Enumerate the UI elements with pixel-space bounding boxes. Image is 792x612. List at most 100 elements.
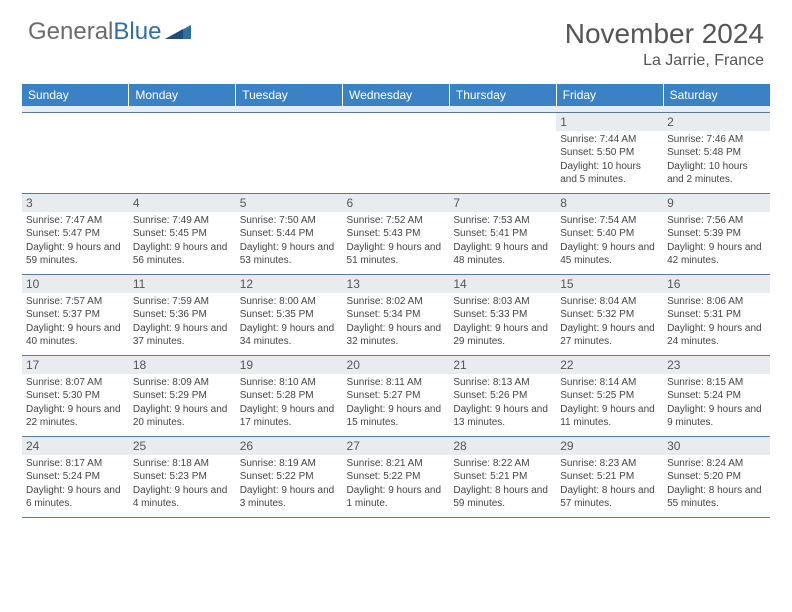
logo-icon bbox=[165, 18, 191, 46]
day-number: 27 bbox=[343, 437, 450, 455]
calendar-day-cell: 4Sunrise: 7:49 AMSunset: 5:45 PMDaylight… bbox=[129, 193, 236, 274]
calendar-day-cell: 3Sunrise: 7:47 AMSunset: 5:47 PMDaylight… bbox=[22, 193, 129, 274]
daylight-text: Daylight: 9 hours and 13 minutes. bbox=[453, 403, 552, 430]
sunrise-text: Sunrise: 7:44 AM bbox=[560, 133, 659, 147]
sunset-text: Sunset: 5:20 PM bbox=[667, 470, 766, 484]
sunset-text: Sunset: 5:24 PM bbox=[667, 389, 766, 403]
sunset-text: Sunset: 5:39 PM bbox=[667, 227, 766, 241]
day-content: Sunrise: 8:15 AMSunset: 5:24 PMDaylight:… bbox=[663, 374, 770, 436]
daylight-text: Daylight: 10 hours and 5 minutes. bbox=[560, 160, 659, 187]
day-content: Sunrise: 8:19 AMSunset: 5:22 PMDaylight:… bbox=[236, 455, 343, 517]
sunset-text: Sunset: 5:44 PM bbox=[240, 227, 339, 241]
calendar-day-cell: 22Sunrise: 8:14 AMSunset: 5:25 PMDayligh… bbox=[556, 355, 663, 436]
calendar-day-cell: 29Sunrise: 8:23 AMSunset: 5:21 PMDayligh… bbox=[556, 436, 663, 517]
sunset-text: Sunset: 5:40 PM bbox=[560, 227, 659, 241]
day-number: 4 bbox=[129, 194, 236, 212]
sunset-text: Sunset: 5:48 PM bbox=[667, 146, 766, 160]
daylight-text: Daylight: 9 hours and 34 minutes. bbox=[240, 322, 339, 349]
day-content: Sunrise: 7:46 AMSunset: 5:48 PMDaylight:… bbox=[663, 131, 770, 193]
calendar-day-cell: 17Sunrise: 8:07 AMSunset: 5:30 PMDayligh… bbox=[22, 355, 129, 436]
sunset-text: Sunset: 5:25 PM bbox=[560, 389, 659, 403]
calendar-day-cell: 26Sunrise: 8:19 AMSunset: 5:22 PMDayligh… bbox=[236, 436, 343, 517]
day-number: 10 bbox=[22, 275, 129, 293]
sunrise-text: Sunrise: 7:52 AM bbox=[347, 214, 446, 228]
sunset-text: Sunset: 5:32 PM bbox=[560, 308, 659, 322]
sunrise-text: Sunrise: 8:04 AM bbox=[560, 295, 659, 309]
calendar-week-row: 24Sunrise: 8:17 AMSunset: 5:24 PMDayligh… bbox=[22, 436, 770, 517]
daylight-text: Daylight: 9 hours and 53 minutes. bbox=[240, 241, 339, 268]
day-number: 7 bbox=[449, 194, 556, 212]
weekday-header: Friday bbox=[556, 84, 663, 106]
day-content: Sunrise: 8:09 AMSunset: 5:29 PMDaylight:… bbox=[129, 374, 236, 436]
weekday-header: Sunday bbox=[22, 84, 129, 106]
day-content: Sunrise: 8:21 AMSunset: 5:22 PMDaylight:… bbox=[343, 455, 450, 517]
sunrise-text: Sunrise: 7:53 AM bbox=[453, 214, 552, 228]
title-block: November 2024 La Jarrie, France bbox=[565, 18, 764, 70]
calendar-day-cell: 19Sunrise: 8:10 AMSunset: 5:28 PMDayligh… bbox=[236, 355, 343, 436]
calendar-day-cell: 16Sunrise: 8:06 AMSunset: 5:31 PMDayligh… bbox=[663, 274, 770, 355]
sunrise-text: Sunrise: 8:15 AM bbox=[667, 376, 766, 390]
sunset-text: Sunset: 5:22 PM bbox=[240, 470, 339, 484]
calendar-day-cell: 15Sunrise: 8:04 AMSunset: 5:32 PMDayligh… bbox=[556, 274, 663, 355]
sunset-text: Sunset: 5:24 PM bbox=[26, 470, 125, 484]
sunrise-text: Sunrise: 8:19 AM bbox=[240, 457, 339, 471]
sunrise-text: Sunrise: 7:46 AM bbox=[667, 133, 766, 147]
daylight-text: Daylight: 9 hours and 40 minutes. bbox=[26, 322, 125, 349]
day-content: Sunrise: 7:54 AMSunset: 5:40 PMDaylight:… bbox=[556, 212, 663, 274]
sunset-text: Sunset: 5:29 PM bbox=[133, 389, 232, 403]
sunrise-text: Sunrise: 8:07 AM bbox=[26, 376, 125, 390]
day-content: Sunrise: 8:10 AMSunset: 5:28 PMDaylight:… bbox=[236, 374, 343, 436]
daylight-text: Daylight: 9 hours and 51 minutes. bbox=[347, 241, 446, 268]
day-number: 8 bbox=[556, 194, 663, 212]
day-number: 9 bbox=[663, 194, 770, 212]
daylight-text: Daylight: 9 hours and 11 minutes. bbox=[560, 403, 659, 430]
day-content: Sunrise: 7:50 AMSunset: 5:44 PMDaylight:… bbox=[236, 212, 343, 274]
day-number: 25 bbox=[129, 437, 236, 455]
sunrise-text: Sunrise: 7:49 AM bbox=[133, 214, 232, 228]
day-number: 17 bbox=[22, 356, 129, 374]
weekday-header-row: Sunday Monday Tuesday Wednesday Thursday… bbox=[22, 84, 770, 106]
page-header: GeneralBlue November 2024 La Jarrie, Fra… bbox=[0, 0, 792, 76]
daylight-text: Daylight: 9 hours and 9 minutes. bbox=[667, 403, 766, 430]
sunset-text: Sunset: 5:50 PM bbox=[560, 146, 659, 160]
sunset-text: Sunset: 5:21 PM bbox=[453, 470, 552, 484]
sunset-text: Sunset: 5:47 PM bbox=[26, 227, 125, 241]
daylight-text: Daylight: 9 hours and 48 minutes. bbox=[453, 241, 552, 268]
calendar-day-cell: 1Sunrise: 7:44 AMSunset: 5:50 PMDaylight… bbox=[556, 112, 663, 193]
day-content: Sunrise: 7:44 AMSunset: 5:50 PMDaylight:… bbox=[556, 131, 663, 193]
day-number: 23 bbox=[663, 356, 770, 374]
weekday-header: Monday bbox=[129, 84, 236, 106]
weekday-header: Wednesday bbox=[343, 84, 450, 106]
sunrise-text: Sunrise: 8:06 AM bbox=[667, 295, 766, 309]
day-content: Sunrise: 8:06 AMSunset: 5:31 PMDaylight:… bbox=[663, 293, 770, 355]
logo-text-2: Blue bbox=[113, 18, 161, 46]
daylight-text: Daylight: 9 hours and 1 minute. bbox=[347, 484, 446, 511]
sunrise-text: Sunrise: 8:13 AM bbox=[453, 376, 552, 390]
daylight-text: Daylight: 8 hours and 57 minutes. bbox=[560, 484, 659, 511]
day-content: Sunrise: 8:07 AMSunset: 5:30 PMDaylight:… bbox=[22, 374, 129, 436]
day-number: 21 bbox=[449, 356, 556, 374]
day-number: 3 bbox=[22, 194, 129, 212]
calendar-table: Sunday Monday Tuesday Wednesday Thursday… bbox=[22, 84, 770, 518]
day-content: Sunrise: 8:22 AMSunset: 5:21 PMDaylight:… bbox=[449, 455, 556, 517]
sunset-text: Sunset: 5:35 PM bbox=[240, 308, 339, 322]
sunrise-text: Sunrise: 8:24 AM bbox=[667, 457, 766, 471]
day-content: Sunrise: 8:00 AMSunset: 5:35 PMDaylight:… bbox=[236, 293, 343, 355]
calendar-day-cell: 2Sunrise: 7:46 AMSunset: 5:48 PMDaylight… bbox=[663, 112, 770, 193]
sunset-text: Sunset: 5:33 PM bbox=[453, 308, 552, 322]
day-number: 1 bbox=[556, 113, 663, 131]
day-number: 12 bbox=[236, 275, 343, 293]
sunset-text: Sunset: 5:31 PM bbox=[667, 308, 766, 322]
daylight-text: Daylight: 9 hours and 32 minutes. bbox=[347, 322, 446, 349]
calendar-day-cell: 24Sunrise: 8:17 AMSunset: 5:24 PMDayligh… bbox=[22, 436, 129, 517]
calendar-day-cell: 7Sunrise: 7:53 AMSunset: 5:41 PMDaylight… bbox=[449, 193, 556, 274]
day-content: Sunrise: 7:52 AMSunset: 5:43 PMDaylight:… bbox=[343, 212, 450, 274]
sunrise-text: Sunrise: 8:14 AM bbox=[560, 376, 659, 390]
daylight-text: Daylight: 8 hours and 59 minutes. bbox=[453, 484, 552, 511]
calendar-day-cell: 9Sunrise: 7:56 AMSunset: 5:39 PMDaylight… bbox=[663, 193, 770, 274]
day-number: 29 bbox=[556, 437, 663, 455]
calendar-day-cell: 14Sunrise: 8:03 AMSunset: 5:33 PMDayligh… bbox=[449, 274, 556, 355]
day-number: 18 bbox=[129, 356, 236, 374]
day-number: 2 bbox=[663, 113, 770, 131]
daylight-text: Daylight: 9 hours and 6 minutes. bbox=[26, 484, 125, 511]
